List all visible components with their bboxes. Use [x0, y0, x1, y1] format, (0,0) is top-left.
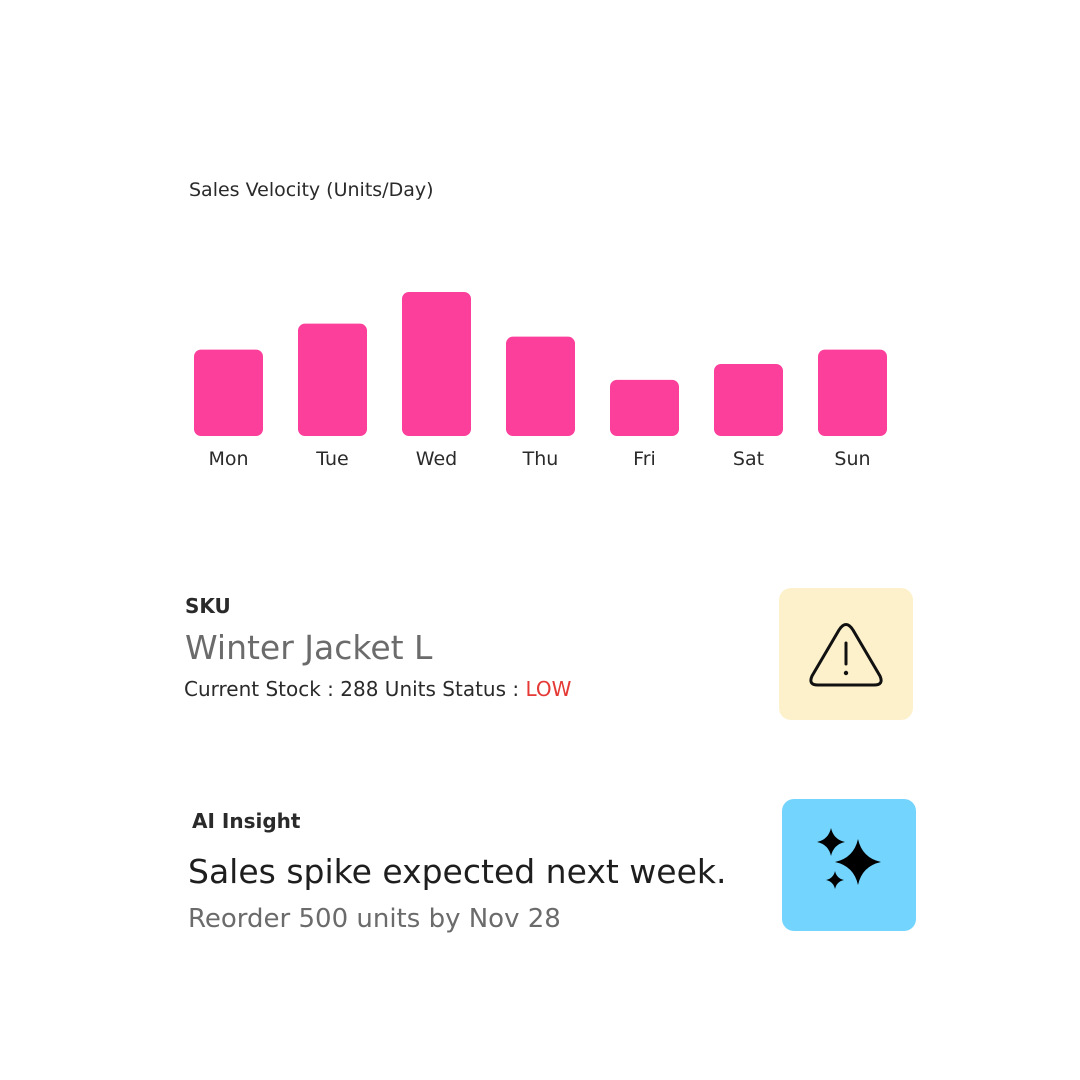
bar-sat — [714, 364, 783, 436]
x-tick-label: Sat — [733, 448, 764, 470]
bar-thu — [506, 336, 575, 436]
sku-name: Winter Jacket L — [185, 628, 433, 667]
x-tick-label: Wed — [416, 448, 457, 470]
bar-mon — [194, 349, 263, 436]
x-tick-label: Mon — [208, 448, 248, 470]
insight-headline: Sales spike expected next week. — [188, 852, 727, 891]
x-tick-label: Tue — [315, 448, 348, 470]
sparkle-shape — [817, 828, 845, 856]
ai-insight-label: AI Insight — [192, 809, 301, 833]
warning-triangle-icon — [809, 623, 883, 687]
bar-sun — [818, 349, 887, 436]
x-tick-label: Fri — [633, 448, 656, 470]
insight-recommendation: Reorder 500 units by Nov 28 — [188, 904, 561, 934]
bar-wed — [402, 292, 471, 436]
sales-velocity-chart: Mon Tue Wed Thu Fri Sat Sun — [194, 292, 887, 470]
warning-box — [779, 588, 913, 720]
x-tick-label: Sun — [834, 448, 870, 470]
chart-title: Sales Velocity (Units/Day) — [189, 179, 434, 201]
sparkles-icon — [817, 828, 881, 889]
stock-status-line: Current Stock : 288 Units Status : LOW — [184, 677, 571, 701]
bar-tue — [298, 323, 367, 436]
sparkle-shape — [826, 871, 844, 889]
stock-text: Current Stock : 288 Units Status : — [184, 677, 526, 701]
ai-sparkle-box — [782, 799, 916, 931]
sku-label: SKU — [185, 594, 231, 618]
bar-fri — [610, 379, 679, 436]
status-badge: LOW — [525, 677, 572, 701]
x-tick-label: Thu — [522, 448, 559, 470]
sparkle-shape — [835, 839, 881, 885]
